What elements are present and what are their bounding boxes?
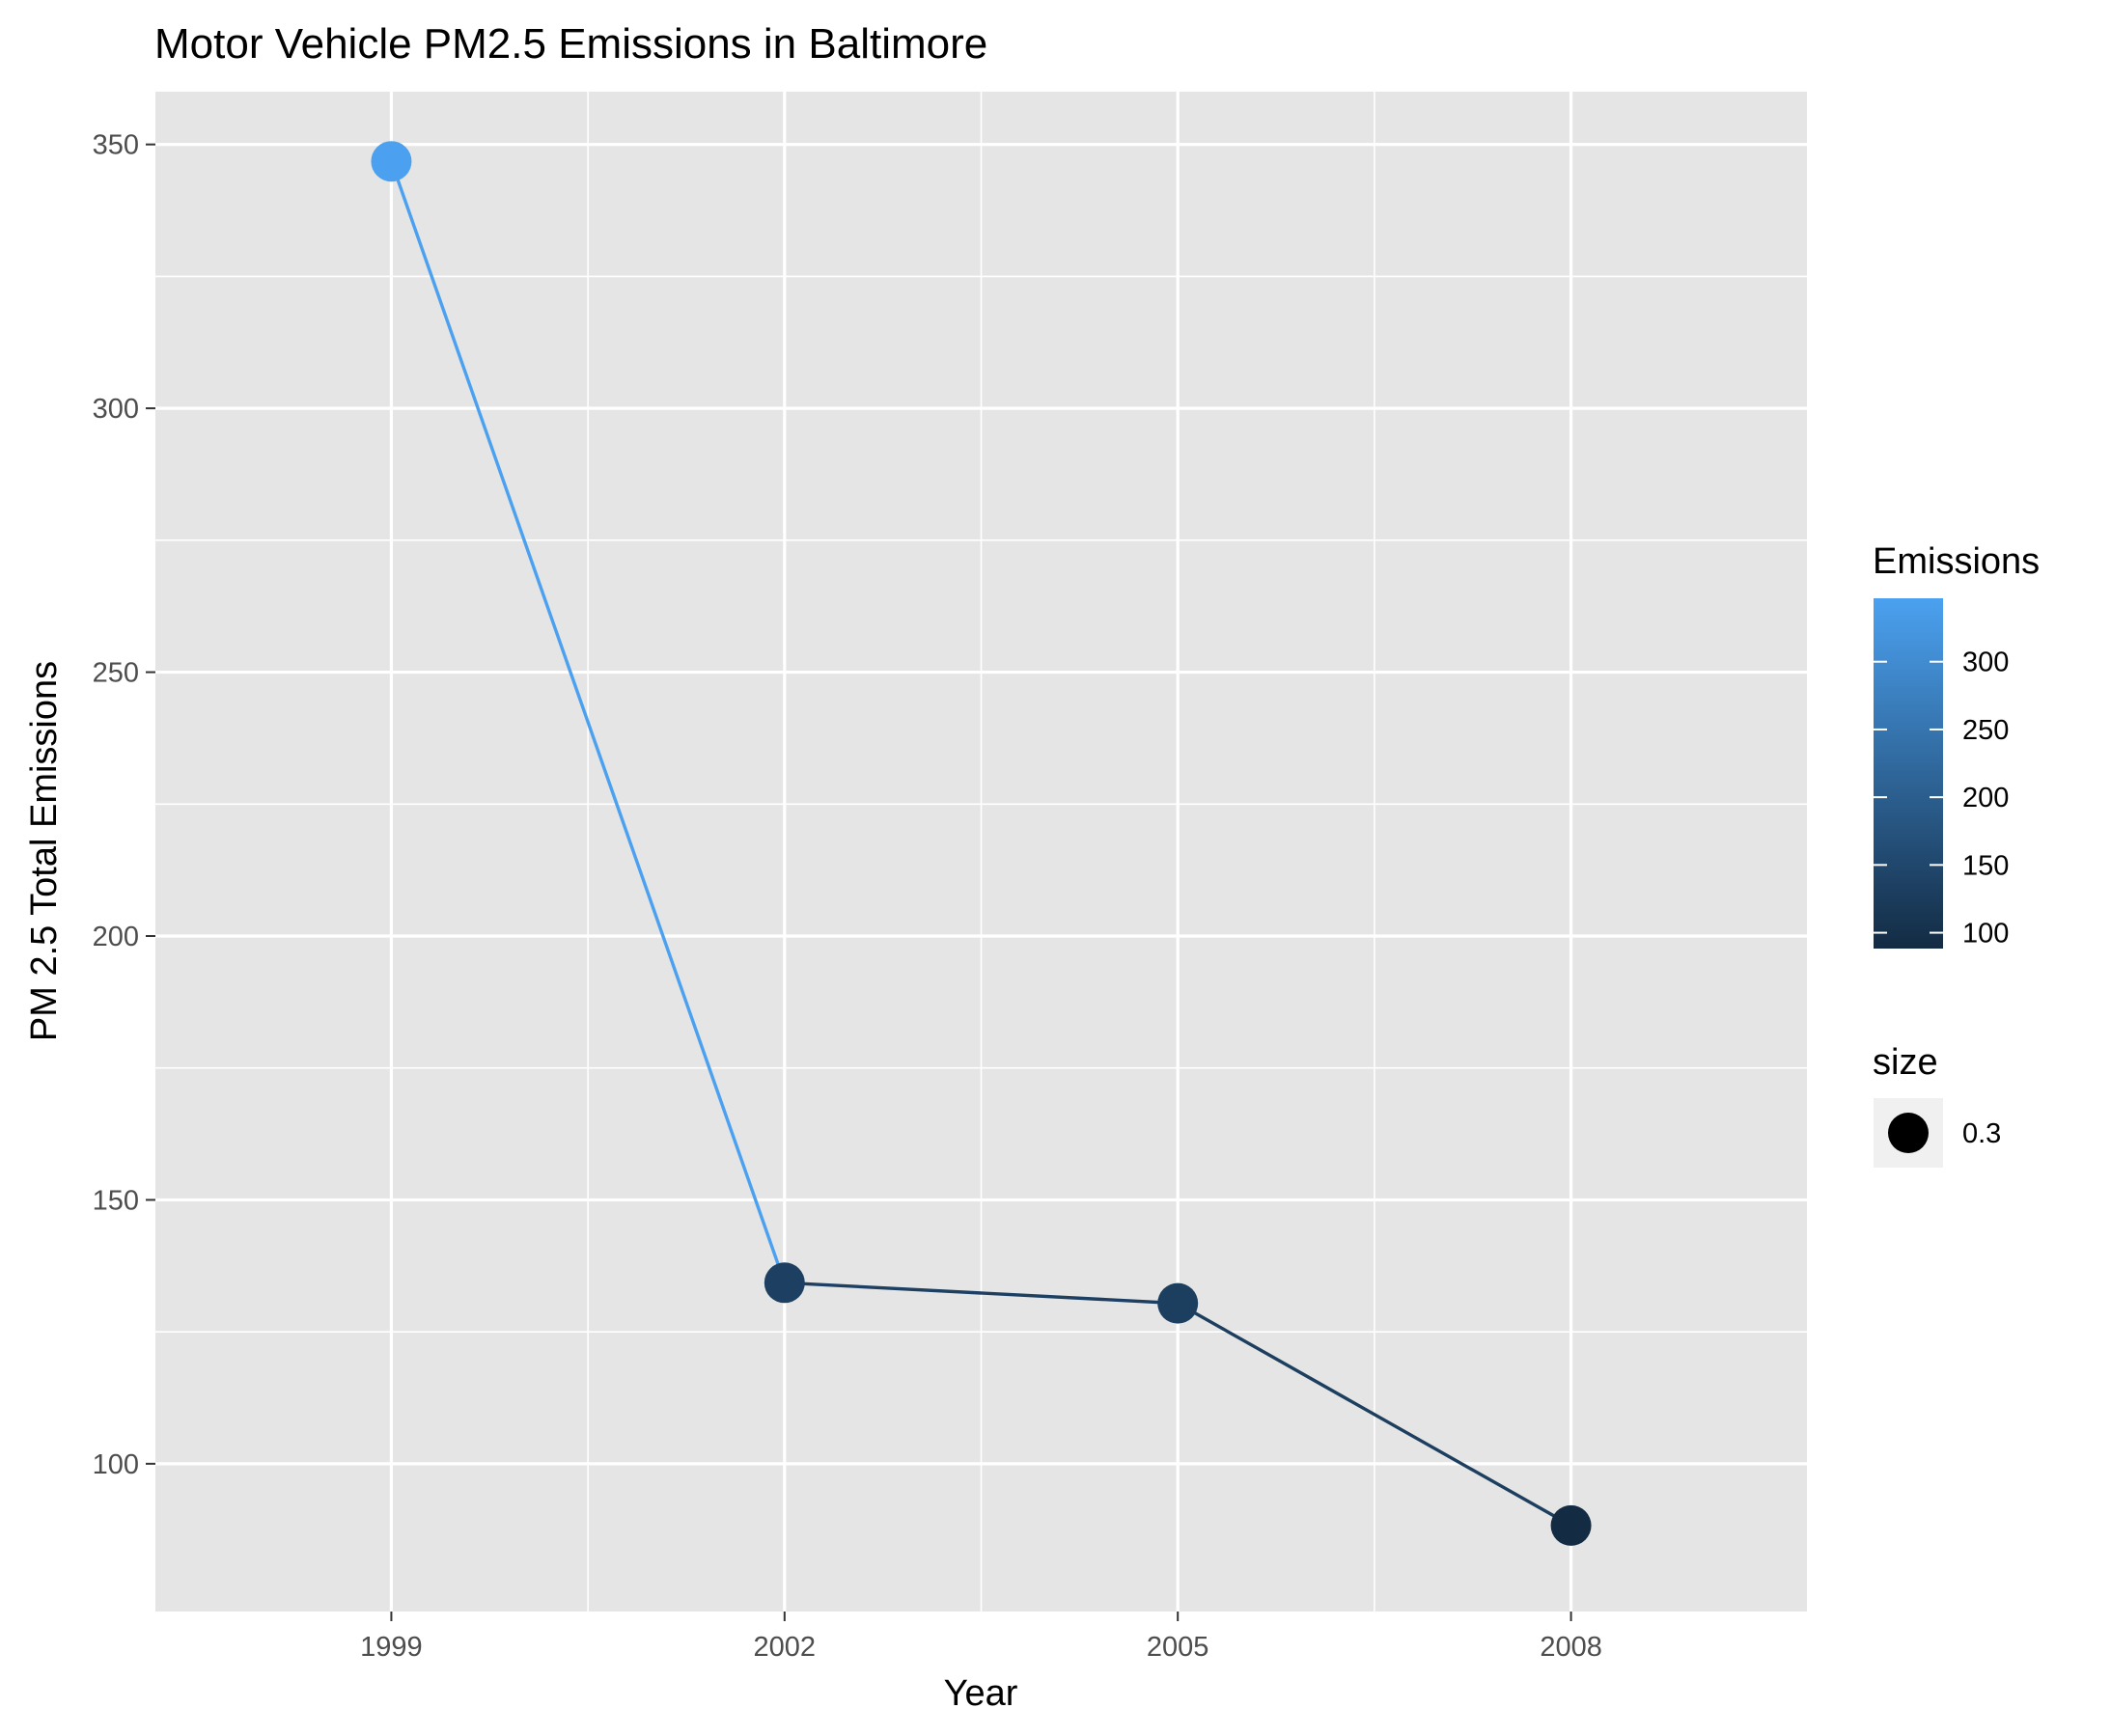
x-tick-label: 2008 [1540, 1632, 1602, 1663]
y-tick-label: 100 [93, 1449, 139, 1480]
y-tick-label: 150 [93, 1185, 139, 1216]
x-tick-label: 1999 [360, 1632, 423, 1663]
line-segment [389, 159, 787, 1284]
color-bar [1874, 598, 1943, 949]
y-tick-label: 200 [93, 922, 139, 952]
color-bar-ticks: 100 150 200 250 300 [1874, 648, 2009, 950]
size-legend-title: size [1873, 1042, 1938, 1083]
size-legend: size 0.3 [1873, 1042, 2001, 1168]
y-tick-label: 250 [93, 658, 139, 689]
x-tick-label: 2002 [754, 1632, 817, 1663]
line-segment [783, 1281, 1180, 1306]
chart-title: Motor Vehicle PM2.5 Emissions in Baltimo… [154, 20, 987, 68]
color-bar-label: 250 [1962, 715, 2009, 746]
x-tick-label: 2005 [1147, 1632, 1209, 1663]
minor-gridlines [155, 92, 1807, 1612]
size-legend-dot [1888, 1113, 1929, 1153]
size-legend-label: 0.3 [1962, 1118, 2001, 1149]
data-point [371, 141, 412, 182]
series-line [389, 159, 1573, 1528]
major-gridlines [155, 92, 1807, 1612]
color-bar-label: 150 [1962, 850, 2009, 881]
x-axis-title: Year [944, 1673, 1018, 1714]
y-axis: 100 150 200 250 300 350 [93, 130, 155, 1480]
y-tick-label: 350 [93, 130, 139, 161]
x-axis: 1999 2002 2005 2008 [360, 1612, 1602, 1663]
color-bar-label: 300 [1962, 648, 2009, 678]
y-axis-title: PM 2.5 Total Emissions [24, 661, 65, 1041]
data-point [1550, 1504, 1592, 1546]
color-legend-title: Emissions [1873, 541, 2040, 582]
data-point [764, 1262, 805, 1304]
line-segment [1176, 1301, 1573, 1528]
color-bar-label: 200 [1962, 783, 2009, 813]
color-legend: Emissions 100 150 200 250 300 [1873, 541, 2040, 950]
series-points [371, 141, 1592, 1546]
y-tick-label: 300 [93, 394, 139, 425]
color-bar-label: 100 [1962, 919, 2009, 950]
data-point [1157, 1282, 1199, 1324]
